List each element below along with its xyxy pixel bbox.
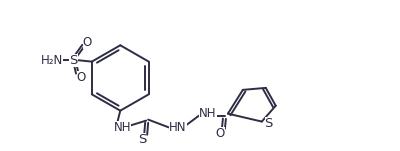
Text: HN: HN bbox=[169, 121, 187, 134]
Text: O: O bbox=[77, 71, 86, 84]
Text: S: S bbox=[69, 54, 78, 67]
Text: O: O bbox=[83, 36, 92, 49]
Text: NH: NH bbox=[199, 107, 216, 120]
Text: O: O bbox=[215, 127, 224, 140]
Text: S: S bbox=[264, 117, 273, 130]
Text: H₂N: H₂N bbox=[40, 54, 63, 67]
Text: S: S bbox=[138, 133, 146, 146]
Text: NH: NH bbox=[114, 121, 131, 134]
